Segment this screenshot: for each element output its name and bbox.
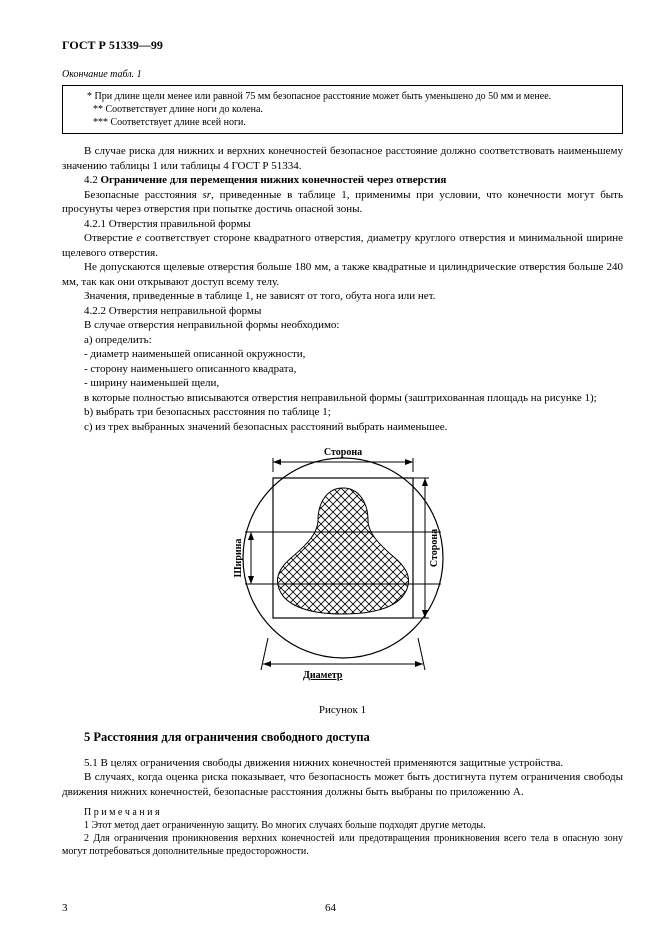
body-text: В случае риска для нижних и верхних коне… <box>62 144 623 434</box>
notes-block: П р и м е ч а н и я 1 Этот метод дает ог… <box>62 807 623 858</box>
figure-label-right: Сторона <box>429 529 440 567</box>
para-16: c) из трех выбранных значений безопасных… <box>62 420 623 435</box>
para-1: В случае риска для нижних и верхних коне… <box>62 144 623 173</box>
figure-label-top: Сторона <box>323 447 361 458</box>
figure-caption: Рисунок 1 <box>62 703 623 718</box>
figure-1: Сторона Ширина Сторона <box>62 440 623 697</box>
page-number-center: 64 <box>0 901 661 916</box>
para-2: 4.2 Ограничение для перемещения нижних к… <box>62 173 623 188</box>
figure-label-left: Ширина <box>233 539 244 578</box>
para-5: Отверстие e соответствует стороне квадра… <box>62 231 623 260</box>
footnote-1: * При длине щели менее или равной 75 мм … <box>69 90 616 103</box>
standard-header: ГОСТ Р 51339—99 <box>62 38 623 54</box>
sec5-p1: 5.1 В целях ограничения свободы движения… <box>62 756 623 771</box>
section-5-heading: 5 Расстояния для ограничения свободного … <box>62 729 623 746</box>
sec5-p2: В случаях, когда оценка риска показывает… <box>62 770 623 799</box>
para-2-title: Ограничение для перемещения нижних конеч… <box>101 174 447 186</box>
notes-lead: П р и м е ч а н и я <box>62 807 623 820</box>
para-5a: Отверстие <box>84 232 136 244</box>
para-3a: Безопасные расстояния <box>84 189 203 201</box>
para-14: в которые полностью вписываются отверсти… <box>62 391 623 406</box>
para-4: 4.2.1 Отверстия правильной формы <box>62 217 623 232</box>
section-5-body: 5.1 В целях ограничения свободы движения… <box>62 756 623 800</box>
footnote-3: *** Соответствует длине всей ноги. <box>69 116 616 129</box>
footnote-box: * При длине щели менее или равной 75 мм … <box>62 85 623 134</box>
para-5c: соответствует стороне квадратного отверс… <box>62 232 623 259</box>
para-2-num: 4.2 <box>84 174 101 186</box>
figure-svg: Сторона Ширина Сторона <box>213 440 473 692</box>
page: ГОСТ Р 51339—99 Окончание табл. 1 * При … <box>0 0 661 936</box>
figure-label-bottom: Диаметр <box>303 670 343 681</box>
para-3b: sr <box>203 189 212 201</box>
para-13: - ширину наименьшей щели, <box>62 376 623 391</box>
para-10: a) определить: <box>62 333 623 348</box>
footnote-2: ** Соответствует длине ноги до колена. <box>69 103 616 116</box>
para-8: 4.2.2 Отверстия неправильной формы <box>62 304 623 319</box>
para-11: - диаметр наименьшей описанной окружност… <box>62 347 623 362</box>
note-2: 2 Для ограничения проникновения верхних … <box>62 833 623 859</box>
para-6: Не допускаются щелевые отверстия больше … <box>62 260 623 289</box>
para-9: В случае отверстия неправильной формы не… <box>62 318 623 333</box>
table-end-caption: Окончание табл. 1 <box>62 68 623 81</box>
para-7: Значения, приведенные в таблице 1, не за… <box>62 289 623 304</box>
para-12: - сторону наименьшего описанного квадрат… <box>62 362 623 377</box>
para-15: b) выбрать три безопасных расстояния по … <box>62 405 623 420</box>
note-1: 1 Этот метод дает ограниченную защиту. В… <box>62 820 623 833</box>
para-3: Безопасные расстояния sr, приведенные в … <box>62 188 623 217</box>
